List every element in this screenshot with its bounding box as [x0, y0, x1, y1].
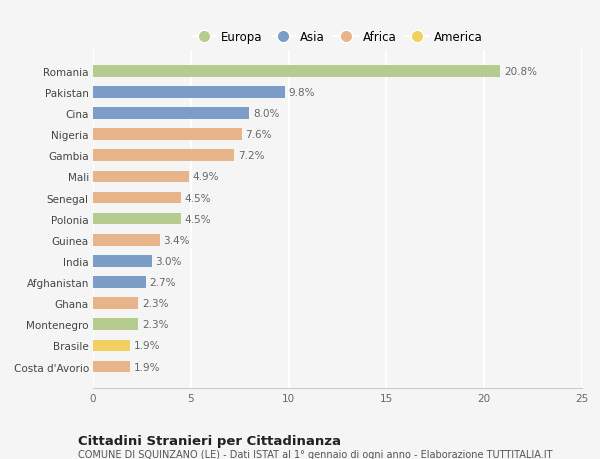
Text: 4.9%: 4.9% — [193, 172, 219, 182]
Bar — [93, 87, 284, 99]
Text: 7.2%: 7.2% — [238, 151, 264, 161]
Text: 2.3%: 2.3% — [142, 298, 169, 308]
Text: 20.8%: 20.8% — [504, 67, 537, 77]
Bar — [93, 361, 130, 373]
Bar — [93, 319, 138, 330]
Bar — [93, 256, 152, 267]
Bar — [93, 298, 138, 309]
Bar — [93, 171, 189, 183]
Legend: Europa, Asia, Africa, America: Europa, Asia, Africa, America — [188, 26, 487, 48]
Text: Cittadini Stranieri per Cittadinanza: Cittadini Stranieri per Cittadinanza — [78, 434, 341, 447]
Text: 2.7%: 2.7% — [150, 277, 176, 287]
Text: 8.0%: 8.0% — [253, 109, 280, 119]
Bar — [93, 277, 146, 288]
Bar — [93, 150, 234, 162]
Bar — [93, 235, 160, 246]
Text: 1.9%: 1.9% — [134, 362, 161, 372]
Text: 4.5%: 4.5% — [185, 214, 211, 224]
Bar — [93, 213, 181, 225]
Bar — [93, 192, 181, 204]
Text: 3.4%: 3.4% — [163, 235, 190, 245]
Text: 4.5%: 4.5% — [185, 193, 211, 203]
Text: 9.8%: 9.8% — [289, 88, 315, 98]
Text: 7.6%: 7.6% — [245, 130, 272, 140]
Bar — [93, 108, 250, 120]
Text: 3.0%: 3.0% — [155, 256, 182, 266]
Bar — [93, 340, 130, 352]
Bar — [93, 66, 500, 78]
Text: COMUNE DI SQUINZANO (LE) - Dati ISTAT al 1° gennaio di ogni anno - Elaborazione : COMUNE DI SQUINZANO (LE) - Dati ISTAT al… — [78, 449, 553, 459]
Text: 1.9%: 1.9% — [134, 341, 161, 351]
Bar — [93, 129, 242, 140]
Text: 2.3%: 2.3% — [142, 319, 169, 330]
